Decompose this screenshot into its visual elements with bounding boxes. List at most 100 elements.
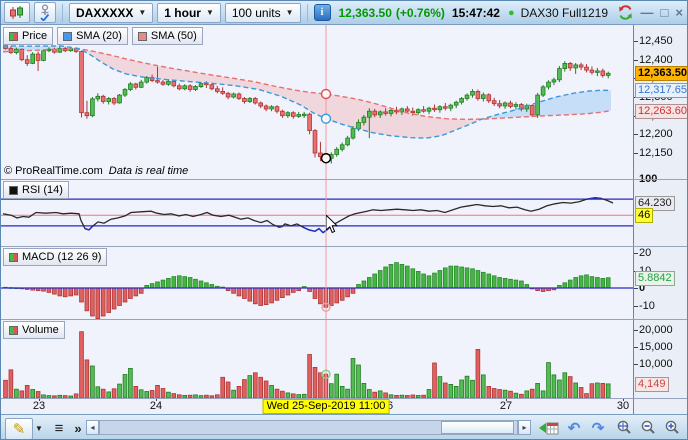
price-axis-tick — [634, 59, 638, 61]
time-axis-tick — [156, 398, 157, 401]
units-label: 100 units — [231, 5, 281, 20]
legend-macd[interactable]: MACD (12 26 9) — [3, 248, 108, 266]
candles-icon — [9, 31, 18, 41]
time-axis-tick — [39, 398, 40, 401]
minimize-button[interactable]: — — [640, 5, 654, 20]
scrollbar-thumb[interactable] — [441, 421, 514, 434]
legend-volume[interactable]: Volume — [3, 321, 65, 339]
info-button[interactable]: i — [313, 4, 331, 21]
volume-axis-tick — [634, 329, 638, 331]
macd-icon — [9, 252, 18, 262]
panel-separator[interactable] — [1, 246, 687, 247]
zoom-in-icon — [665, 420, 679, 434]
price-legend: Price SMA (20) SMA (50) — [3, 27, 203, 45]
maximize-button[interactable]: □ — [660, 5, 669, 20]
menu-button[interactable]: ≡ — [51, 418, 67, 438]
scroll-right-button[interactable]: ▸ — [518, 420, 531, 435]
mouse-cursor — [326, 215, 339, 234]
time-axis-tick — [506, 398, 507, 401]
rsi-cursor-badge: 46 — [635, 208, 654, 224]
volume-panel[interactable]: Volume — [1, 319, 633, 398]
feed-status-icon: ● — [507, 6, 515, 19]
legend-sma50[interactable]: SMA (50) — [131, 27, 203, 45]
price-axis-tick — [634, 134, 638, 136]
zoom-out-button[interactable] — [639, 418, 657, 438]
rsi-legend: RSI (14) — [3, 181, 69, 199]
legend-price-label: Price — [22, 30, 48, 42]
time-axis-label: 23 — [32, 400, 46, 412]
instrument-select[interactable]: DAXXXXX ▼ — [69, 2, 154, 23]
menu-icon: ≡ — [54, 419, 64, 437]
price-axis-tick — [634, 41, 638, 42]
chart-scrollbar[interactable] — [99, 420, 518, 435]
panel-separator — [1, 398, 687, 399]
window-titlebar[interactable]: DAXXXXX ▼ 1 hour ▼ 100 units ▼ i 12,363.… — [1, 1, 687, 25]
macd-chart[interactable] — [1, 246, 633, 319]
zoom-fit-icon — [617, 420, 631, 434]
volume-axis-label: 10,000 — [639, 357, 673, 370]
time-axis-label: 24 — [149, 400, 163, 412]
draw-tool-dropdown[interactable]: ▼ — [33, 418, 45, 438]
redo-icon: ↷ — [591, 420, 605, 437]
volume-axis-tick — [634, 363, 638, 365]
price-panel[interactable]: Price SMA (20) SMA (50) © ProRealTime.co… — [1, 25, 633, 179]
go-to-date-button[interactable] — [537, 418, 561, 438]
price-chart[interactable] — [1, 25, 633, 179]
sma20-price-badge: 12,317.65 — [635, 83, 687, 99]
units-select[interactable]: 100 units ▼ — [224, 2, 301, 23]
macd-axis-tick — [634, 288, 638, 289]
legend-macd-label: MACD (12 26 9) — [22, 251, 102, 263]
timeframe-label: 1 hour — [164, 5, 201, 20]
panel-separator[interactable] — [1, 179, 687, 180]
volume-chart[interactable] — [1, 319, 633, 398]
refresh-icon[interactable] — [617, 5, 634, 20]
volume-legend: Volume — [3, 321, 65, 339]
draw-tool-button[interactable]: ✎ — [5, 418, 33, 439]
chevron-down-icon: ▼ — [205, 8, 214, 17]
last-price: 12,363.50 — [338, 5, 392, 20]
rsi-icon — [9, 185, 18, 195]
time-axis-tick — [623, 398, 624, 401]
window-controls: — □ × — [617, 5, 686, 20]
expand-toolbar-button[interactable]: » — [71, 418, 85, 438]
chart-style-button[interactable] — [4, 2, 30, 23]
macd-axis-tick — [634, 305, 638, 307]
legend-sma20[interactable]: SMA (20) — [57, 27, 128, 45]
chevron-down-icon: ▼ — [138, 8, 147, 17]
copyright-text: © ProRealTime.com — [4, 165, 103, 177]
undo-button[interactable]: ↶ — [564, 418, 584, 438]
copyright-note: © ProRealTime.com Data is real time — [4, 165, 188, 177]
crosshair-time-badge: Wed 25-Sep-2019 11:00 — [262, 399, 390, 414]
copyright-tagline: Data is real time — [108, 165, 189, 177]
instrument-label: DAXXXXX — [76, 5, 134, 20]
panel-separator[interactable] — [1, 319, 687, 320]
redo-button[interactable]: ↷ — [588, 418, 608, 438]
value-axis[interactable]: 12,45012,40012,35012,30012,25012,20012,1… — [633, 25, 687, 414]
legend-price[interactable]: Price — [3, 27, 54, 45]
sma20-icon — [63, 31, 73, 41]
last-price-badge: 12,363.50 — [635, 66, 687, 82]
legend-sma20-label: SMA (20) — [76, 30, 122, 42]
double-chevron-icon: » — [74, 420, 82, 436]
volume-icon — [9, 325, 18, 335]
rsi-panel[interactable]: RSI (14) — [1, 179, 633, 246]
macd-axis-tick — [634, 253, 638, 254]
timeframe-select[interactable]: 1 hour ▼ — [157, 2, 221, 23]
legend-rsi[interactable]: RSI (14) — [3, 181, 69, 199]
zoom-fit-button[interactable] — [612, 418, 636, 438]
price-axis-label: 12,200 — [639, 128, 673, 141]
price-axis-label: 12,450 — [639, 35, 673, 47]
sma50-price-badge: 12,263.60 — [635, 103, 687, 119]
toolbar-separator — [62, 3, 63, 22]
close-button[interactable]: × — [675, 5, 683, 20]
price-axis-tick — [634, 152, 638, 154]
price-change: (+0.76%) — [395, 5, 445, 20]
zoom-in-button[interactable] — [661, 418, 683, 438]
scroll-left-button[interactable]: ◂ — [86, 420, 99, 435]
link-instrument-button[interactable] — [34, 2, 56, 23]
feed-name: DAX30 Full1219 — [520, 5, 609, 20]
time-axis-label: 30 — [616, 400, 630, 412]
rsi-chart[interactable] — [1, 179, 633, 246]
legend-rsi-label: RSI (14) — [22, 184, 63, 196]
macd-panel[interactable]: MACD (12 26 9) — [1, 246, 633, 319]
